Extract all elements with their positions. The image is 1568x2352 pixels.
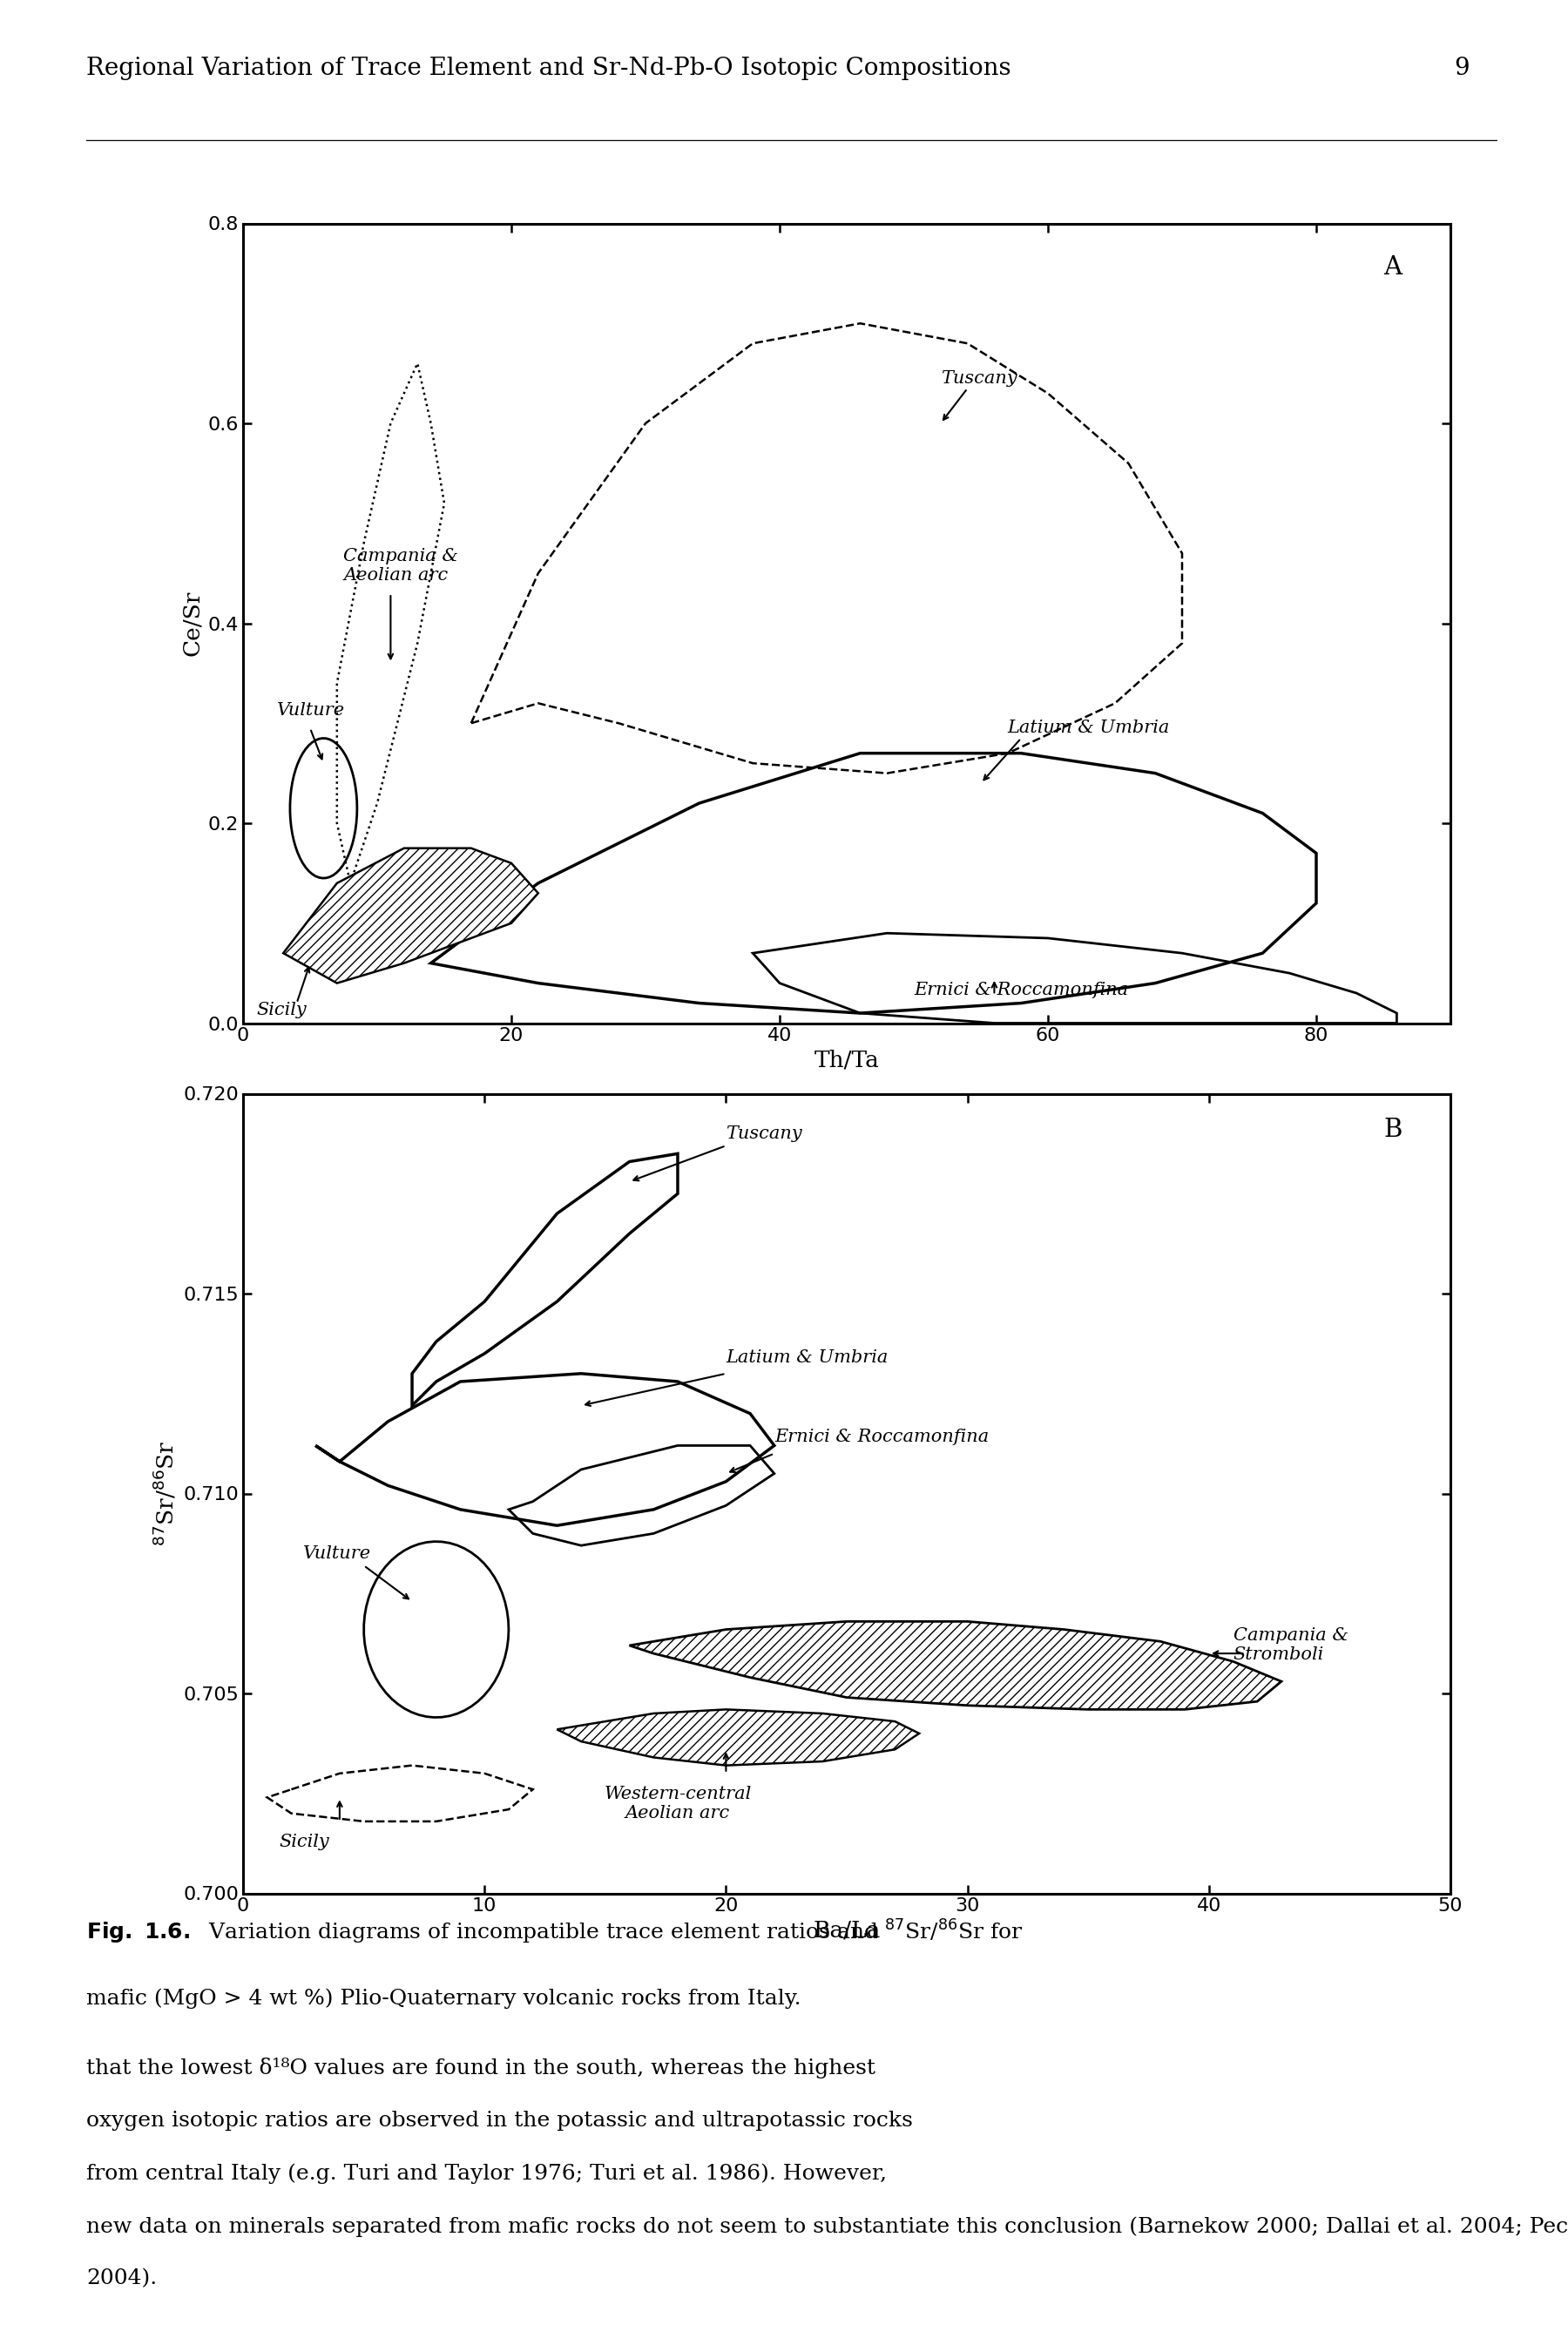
Y-axis label: Ce/Sr: Ce/Sr bbox=[182, 590, 202, 656]
Polygon shape bbox=[557, 1710, 919, 1766]
Text: Campania &
Aeolian arc: Campania & Aeolian arc bbox=[343, 548, 458, 583]
Text: Sicily: Sicily bbox=[279, 1832, 329, 1851]
Polygon shape bbox=[629, 1621, 1281, 1710]
Text: Tuscany: Tuscany bbox=[941, 369, 1018, 386]
Text: new data on minerals separated from mafic rocks do not seem to substantiate this: new data on minerals separated from mafi… bbox=[86, 2216, 1568, 2237]
Text: Vulture: Vulture bbox=[276, 701, 345, 717]
Text: Latium & Umbria: Latium & Umbria bbox=[1008, 720, 1170, 736]
Text: Campania &
Stromboli: Campania & Stromboli bbox=[1232, 1628, 1348, 1663]
Text: Latium & Umbria: Latium & Umbria bbox=[726, 1350, 889, 1367]
Text: oxygen isotopic ratios are observed in the potassic and ultrapotassic rocks: oxygen isotopic ratios are observed in t… bbox=[86, 2110, 913, 2131]
Text: A: A bbox=[1383, 256, 1402, 280]
Text: Sicily: Sicily bbox=[257, 1002, 307, 1018]
Text: 9: 9 bbox=[1454, 56, 1469, 80]
Text: Ernici & Roccamonfina: Ernici & Roccamonfina bbox=[775, 1430, 989, 1446]
Polygon shape bbox=[284, 849, 538, 983]
Text: from central Italy (e.g. Turi and Taylor 1976; Turi et al. 1986). However,: from central Italy (e.g. Turi and Taylor… bbox=[86, 2164, 887, 2185]
Text: mafic (MgO > 4 wt %) Plio-Quaternary volcanic rocks from Italy.: mafic (MgO > 4 wt %) Plio-Quaternary vol… bbox=[86, 1987, 801, 2009]
X-axis label: Ba/La: Ba/La bbox=[814, 1919, 880, 1943]
Text: $\mathbf{Fig.\ 1.6.}$  Variation diagrams of incompatible trace element ratios a: $\mathbf{Fig.\ 1.6.}$ Variation diagrams… bbox=[86, 1919, 1022, 1945]
Y-axis label: $^{87}$Sr/$^{86}$Sr: $^{87}$Sr/$^{86}$Sr bbox=[152, 1442, 179, 1545]
Text: B: B bbox=[1383, 1117, 1402, 1143]
Text: 2004).: 2004). bbox=[86, 2270, 157, 2288]
Text: Vulture: Vulture bbox=[304, 1545, 372, 1562]
Text: that the lowest δ¹⁸O values are found in the south, whereas the highest: that the lowest δ¹⁸O values are found in… bbox=[86, 2058, 875, 2079]
X-axis label: Th/Ta: Th/Ta bbox=[814, 1049, 880, 1073]
Text: Ernici & Roccamonfina: Ernici & Roccamonfina bbox=[914, 981, 1129, 997]
Text: Western-central
Aeolian arc: Western-central Aeolian arc bbox=[604, 1785, 751, 1820]
Text: Regional Variation of Trace Element and Sr-Nd-Pb-O Isotopic Compositions: Regional Variation of Trace Element and … bbox=[86, 56, 1011, 80]
Text: Tuscany: Tuscany bbox=[726, 1124, 803, 1141]
